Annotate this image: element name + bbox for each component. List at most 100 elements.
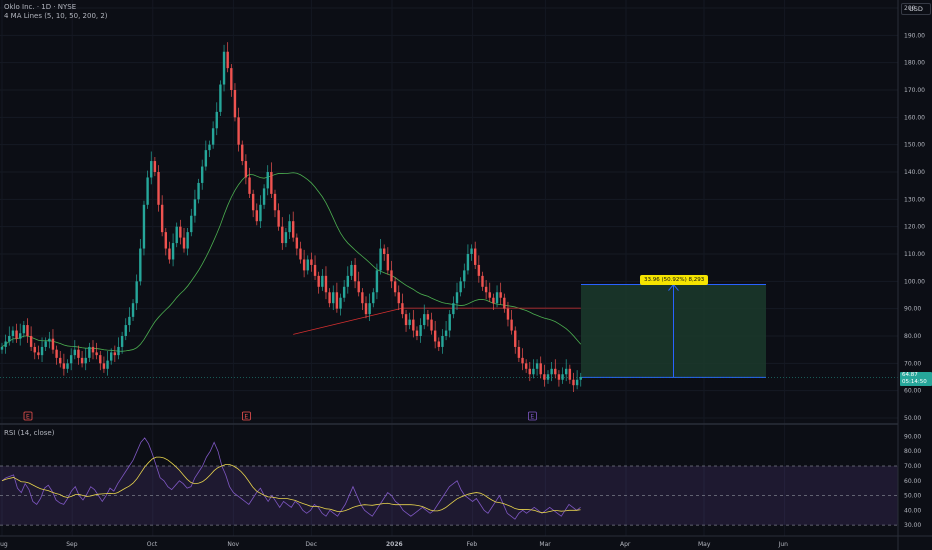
- candle-body: [248, 177, 251, 194]
- candle-body: [157, 172, 160, 205]
- candle-body: [219, 84, 222, 112]
- candle-body: [288, 221, 291, 233]
- candle-body: [510, 319, 513, 331]
- last-price: 64.87: [902, 372, 918, 378]
- candle-body: [295, 237, 299, 249]
- candle-body: [29, 336, 33, 347]
- rsi-tick-label: 60.00: [904, 478, 921, 485]
- candle-body: [208, 144, 211, 151]
- candle-body: [521, 357, 524, 364]
- candle-body: [575, 379, 579, 386]
- candle-body: [397, 292, 400, 304]
- candle-body: [357, 281, 360, 293]
- candle-body: [262, 188, 266, 205]
- candle-body: [11, 330, 15, 336]
- rsi-axis[interactable]: 90.00 80.00 70.00 60.00 50.00 40.00 30.00: [904, 433, 921, 529]
- candle-body: [251, 193, 255, 211]
- candle-body: [230, 68, 233, 90]
- candle-body: [139, 248, 142, 282]
- rsi-zone: [0, 465, 898, 526]
- candle-body: [557, 374, 561, 380]
- candle-body: [350, 264, 353, 276]
- candle-body: [73, 349, 76, 356]
- earnings-marker: [528, 411, 537, 421]
- price-tick-label: 50.00: [904, 415, 921, 422]
- candle-body: [321, 275, 324, 287]
- rsi-label[interactable]: RSI (14, close): [4, 429, 55, 437]
- candle-body: [59, 357, 62, 364]
- candle-body: [477, 264, 481, 276]
- time-tick-label: May: [698, 541, 711, 548]
- time-tick-label: Nov: [227, 541, 239, 548]
- candle-body: [528, 368, 531, 375]
- candle-body: [211, 128, 215, 145]
- time-tick-label: Sep: [66, 541, 78, 548]
- candle-body: [237, 117, 240, 145]
- time-tick-label: Mar: [539, 541, 551, 548]
- candle-body: [171, 243, 175, 260]
- candle-body: [383, 248, 386, 254]
- price-tick-label: 110.00: [904, 251, 925, 258]
- candle-body: [124, 325, 127, 336]
- candle-body: [241, 144, 244, 162]
- rsi-band: [0, 465, 898, 526]
- candle-body: [375, 270, 379, 293]
- symbol-title[interactable]: Oklo Inc. · 1D · NYSE: [4, 3, 77, 11]
- candle-body: [226, 51, 229, 69]
- candle-body: [514, 330, 517, 347]
- earnings-marker: [23, 411, 33, 421]
- candle-body: [317, 275, 320, 287]
- candle-body: [517, 346, 521, 358]
- candle-body: [77, 349, 80, 358]
- price-tick-label: 80.00: [904, 333, 921, 340]
- price-tick-label: 100.00: [904, 278, 925, 285]
- candle-body: [33, 346, 36, 353]
- time-axis[interactable]: Aug Sep Oct Nov Dec 2026 Feb Mar Apr May Jun: [0, 541, 788, 548]
- price-axis[interactable]: 200 190.00 180.00 170.00 160.00 150.00 140.00 1…: [904, 5, 925, 422]
- candle-body: [128, 316, 131, 326]
- last-price-badge[interactable]: 64.87 05:14:50: [900, 372, 932, 386]
- candle-body: [565, 368, 568, 375]
- price-tick-label: 170.00: [904, 87, 925, 94]
- price-tick-label: 160.00: [904, 114, 925, 121]
- candle-body: [433, 330, 437, 342]
- candle-body: [26, 325, 29, 336]
- candle-body: [368, 303, 371, 315]
- time-tick-label: Jun: [778, 541, 789, 548]
- candle-body: [492, 297, 495, 304]
- candle-body: [503, 297, 506, 309]
- candle-body: [102, 363, 106, 369]
- ma50-line: [1, 172, 582, 352]
- currency-badge[interactable]: USD: [901, 3, 931, 15]
- candle-body: [135, 281, 138, 304]
- candle-body: [408, 319, 411, 326]
- candle-body: [4, 341, 7, 347]
- rsi-tick-label: 30.00: [904, 522, 921, 529]
- rsi-line: [1, 437, 581, 520]
- candle-body: [506, 308, 510, 320]
- candle-body: [146, 177, 149, 205]
- measure-box[interactable]: [0, 283, 898, 378]
- candle-body: [390, 270, 393, 282]
- candle-body: [284, 232, 288, 244]
- candle-body: [201, 166, 204, 183]
- candle-body: [182, 237, 186, 249]
- moving-averages: [1, 172, 582, 352]
- candle-body: [401, 303, 404, 315]
- candle-body: [233, 90, 237, 118]
- candle-body: [324, 275, 328, 293]
- candle-body: [150, 161, 153, 178]
- candle-body: [481, 275, 484, 287]
- ma-indicator-label[interactable]: 4 MA Lines (5, 10, 50, 200, 2): [4, 12, 108, 20]
- earnings-marker-label: E: [530, 414, 534, 421]
- candle-body: [277, 210, 280, 227]
- candle-body: [484, 286, 488, 293]
- candle-body: [91, 346, 95, 353]
- rsi-tick-label: 70.00: [904, 463, 921, 470]
- earnings-marker: [241, 411, 251, 421]
- candles[interactable]: [0, 42, 582, 393]
- candle-body: [466, 254, 470, 271]
- candle-body: [535, 363, 539, 369]
